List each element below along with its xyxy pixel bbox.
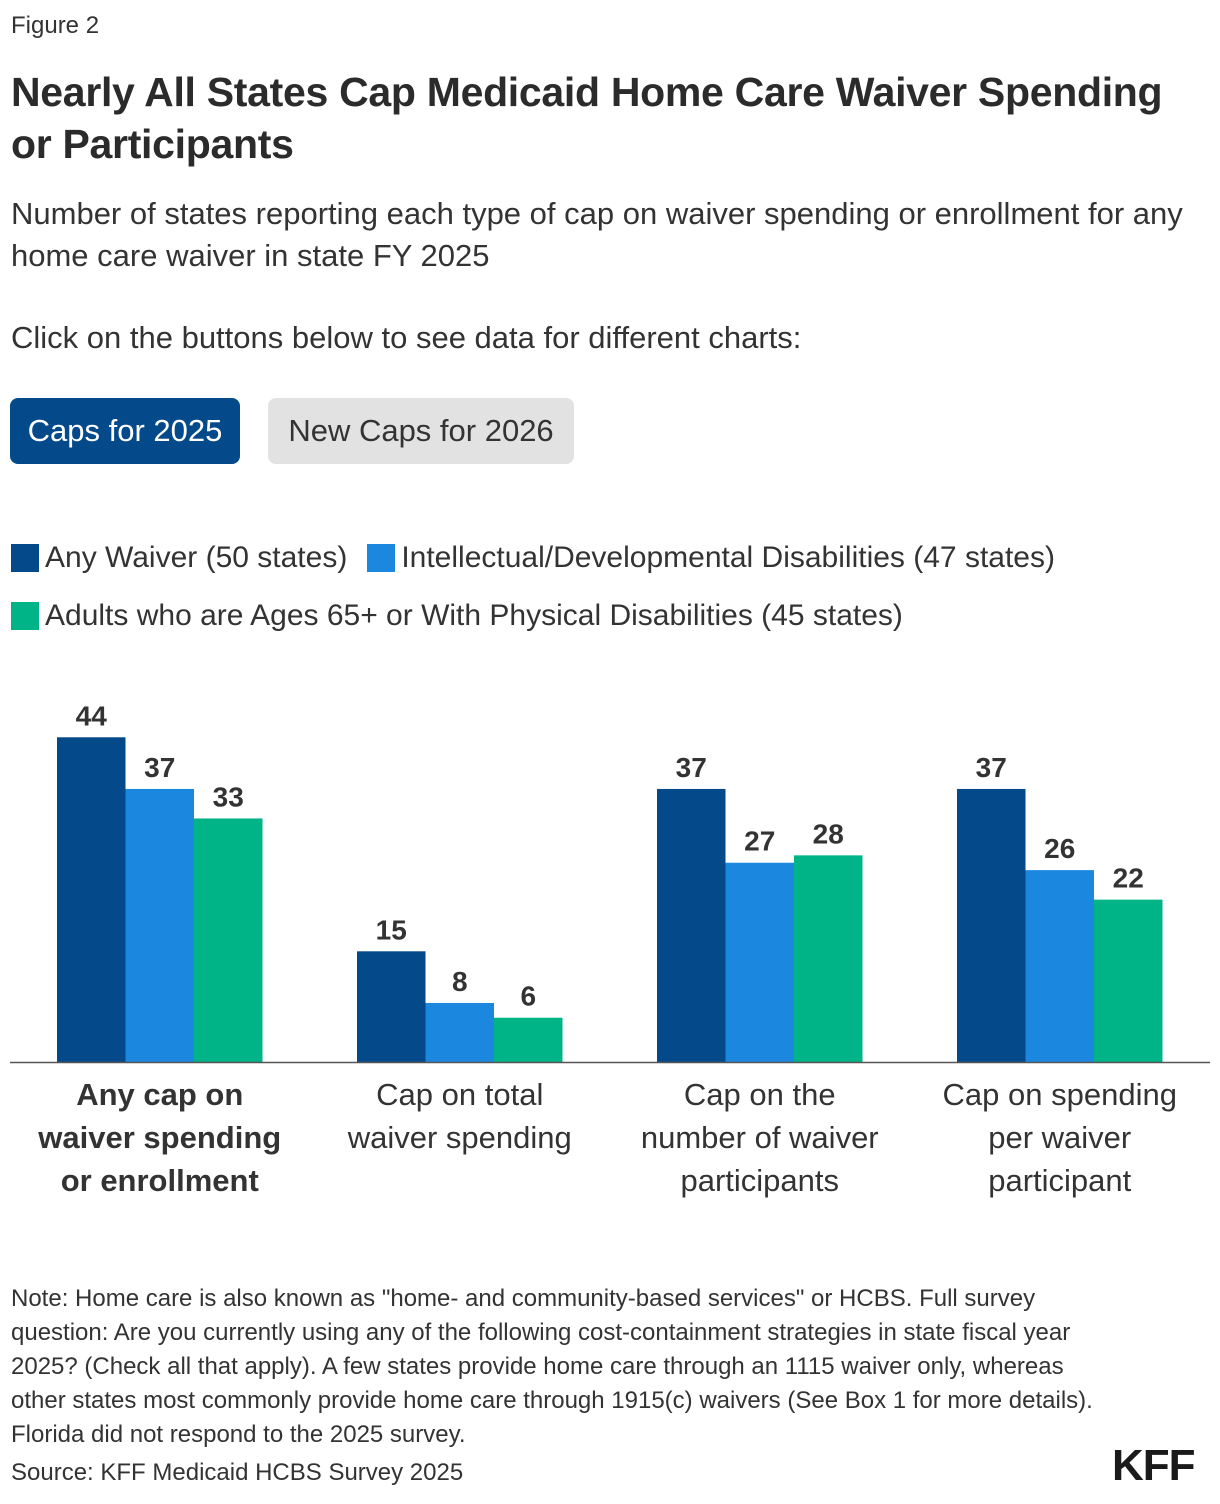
bar-any-waiver-1	[57, 737, 126, 1062]
bar-adults-2	[494, 1017, 563, 1062]
instruction-text: Click on the buttons below to see data f…	[11, 320, 802, 355]
bar-any-waiver-4	[957, 788, 1026, 1062]
chart-subtitle: Number of states reporting each type of …	[11, 196, 1183, 273]
value-label-adults-4: 22	[1113, 863, 1144, 894]
figure-label: Figure 2	[11, 12, 100, 39]
chart-note: Note: Home care is also known as "home- …	[11, 1285, 1093, 1448]
value-label-any-waiver-4: 37	[976, 752, 1007, 783]
legend-item-idd: Intellectual/Developmental Disabilities …	[367, 541, 1055, 575]
chart-source: Source: KFF Medicaid HCBS Survey 2025	[11, 1459, 464, 1486]
category-label-3: Cap on the number of waiver participants	[641, 1077, 879, 1198]
value-label-idd-3: 27	[744, 826, 775, 857]
bar-adults-4	[1094, 899, 1163, 1062]
legend-item-adults: Adults who are Ages 65+ or With Physical…	[11, 599, 903, 633]
kff-logo: KFF	[1112, 1441, 1196, 1490]
value-label-idd-2: 8	[452, 966, 468, 997]
bar-adults-1	[194, 818, 263, 1062]
bar-any-waiver-2	[357, 951, 426, 1062]
category-label-4: Cap on spending per waiver participant	[943, 1077, 1177, 1198]
value-label-idd-1: 37	[144, 752, 175, 783]
category-label-1: Any cap on waiver spending or enrollment	[37, 1077, 281, 1198]
category-label-2: Cap on total waiver spending	[347, 1077, 572, 1155]
legend-swatch-idd	[367, 544, 396, 572]
bar-any-waiver-3	[657, 788, 726, 1062]
value-label-any-waiver-2: 15	[376, 914, 407, 945]
value-label-adults-3: 28	[813, 818, 844, 849]
new-caps-2026-button[interactable]: New Caps for 2026	[268, 398, 574, 464]
legend-item-any-waiver: Any Waiver (50 states)	[11, 541, 347, 575]
legend-swatch-adults	[11, 602, 39, 630]
legend-label-adults: Adults who are Ages 65+ or With Physical…	[45, 599, 903, 632]
legend-label-any-waiver: Any Waiver (50 states)	[45, 541, 348, 574]
bar-idd-4	[1025, 870, 1094, 1062]
legend-swatch-any-waiver	[11, 544, 39, 572]
chart-legend: Any Waiver (50 states) Intellectual/Deve…	[11, 538, 1211, 654]
bar-idd-2	[425, 1002, 494, 1062]
chart-title: Nearly All States Cap Medicaid Home Care…	[11, 69, 1163, 167]
legend-label-idd: Intellectual/Developmental Disabilities …	[401, 541, 1055, 574]
bar-idd-3	[725, 862, 794, 1062]
value-label-any-waiver-1: 44	[76, 700, 108, 731]
caps-2025-button[interactable]: Caps for 2025	[10, 398, 240, 464]
value-label-any-waiver-3: 37	[676, 752, 707, 783]
bar-chart: 44 37 33 Any cap on waiver spending or enroll…	[10, 700, 1210, 1198]
value-label-adults-1: 33	[213, 781, 244, 812]
bar-adults-3	[794, 855, 863, 1062]
value-label-adults-2: 6	[520, 981, 536, 1012]
bar-idd-1	[125, 788, 194, 1062]
value-label-idd-4: 26	[1044, 833, 1075, 864]
